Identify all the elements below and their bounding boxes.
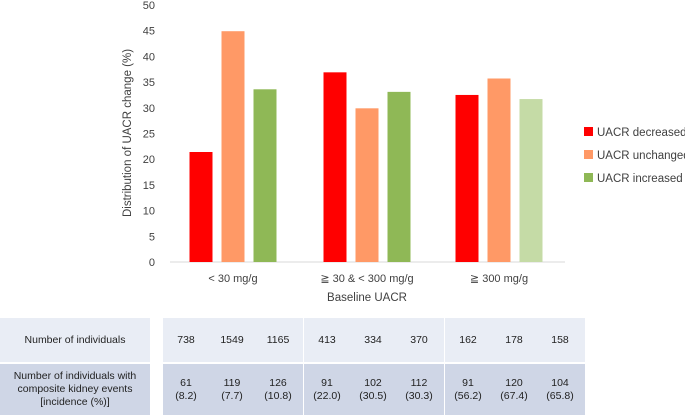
legend-label: UACR decreased	[597, 127, 685, 139]
bar-uacr-decreased	[189, 152, 213, 262]
count-cell: 1165	[266, 333, 290, 346]
bar-uacr-increased	[253, 89, 277, 263]
events-incidence: (7.7)	[221, 389, 243, 402]
events-count: 120	[505, 376, 523, 389]
row-label-events: Number of individuals with composite kid…	[0, 364, 150, 415]
y-tick-label: 35	[143, 77, 155, 89]
events-cell: 91 (22.0)	[304, 364, 350, 415]
events-count: 112	[410, 376, 428, 389]
table-group-block: 413 334 370 91 (22.0) 102 (30.5) 112 (30.3)	[304, 318, 444, 415]
table-group-block: 738 1549 1165 61 (8.2) 119 (7.7) 126 (10.8)	[163, 318, 303, 415]
legend-swatch	[584, 173, 593, 182]
data-table: Number of individuals Number of individu…	[0, 318, 685, 417]
events-cell: 126 (10.8)	[255, 364, 301, 415]
x-tick-label: < 30 mg/g	[208, 273, 257, 285]
count-cell: 738	[177, 333, 195, 346]
events-count: 126	[269, 376, 287, 389]
legend-swatch	[584, 127, 593, 136]
row-label-individuals: Number of individuals	[0, 318, 150, 362]
legend-swatch	[584, 150, 593, 159]
events-cell: 61 (8.2)	[163, 364, 209, 415]
y-tick-label: 45	[143, 26, 155, 38]
events-cell: 102 (30.5)	[350, 364, 396, 415]
events-cell: 91 (56.2)	[445, 364, 491, 415]
count-cell: 158	[551, 333, 569, 346]
y-tick-label: 5	[149, 231, 155, 243]
events-incidence: (10.8)	[264, 389, 292, 402]
y-tick-label: 30	[143, 103, 155, 115]
count-cell: 162	[459, 333, 477, 346]
legend: UACR decreased UACR unchanged UACR increas…	[584, 127, 685, 185]
events-incidence: (67.4)	[500, 389, 528, 402]
bar-uacr-decreased	[455, 94, 479, 262]
count-cell: 413	[318, 333, 336, 346]
bar-uacr-unchanged	[487, 78, 511, 262]
events-count: 102	[364, 376, 382, 389]
bar-uacr-increased	[519, 99, 543, 262]
y-tick-label: 20	[143, 154, 155, 166]
events-cell: 119 (7.7)	[209, 364, 255, 415]
x-tick-label: ≧ 30 & < 300 mg/g	[320, 273, 413, 285]
count-cell: 334	[364, 333, 382, 346]
count-cell: 1549	[220, 333, 244, 346]
events-count: 119	[223, 376, 241, 389]
table-group-block: 162 178 158 91 (56.2) 120 (67.4) 104 (65.8)	[445, 318, 585, 415]
legend-label: UACR unchanged	[597, 150, 685, 162]
events-incidence: (30.5)	[359, 389, 387, 402]
y-tick-label: 40	[143, 51, 155, 63]
y-tick-label: 50	[143, 0, 155, 12]
bar-uacr-decreased	[323, 72, 347, 262]
x-axis-title: Baseline UACR	[327, 292, 407, 304]
x-tick-label: ≧ 300 mg/g	[470, 273, 528, 285]
count-cell: 178	[505, 333, 523, 346]
bar-uacr-unchanged	[355, 108, 379, 263]
events-incidence: (56.2)	[454, 389, 482, 402]
events-cell: 112 (30.3)	[396, 364, 442, 415]
events-count: 61	[180, 376, 192, 389]
events-count: 91	[321, 376, 333, 389]
events-incidence: (8.2)	[175, 389, 197, 402]
events-incidence: (30.3)	[405, 389, 433, 402]
uacr-bar-chart: 0 5 10 15 20 25 30 35 40 45 50 < 30 mg/g ≧ 30 & < 3…	[122, 0, 685, 304]
y-tick-label: 0	[149, 257, 155, 269]
count-cell: 370	[410, 333, 428, 346]
events-incidence: (65.8)	[546, 389, 574, 402]
y-tick-label: 15	[143, 180, 155, 192]
events-count: 91	[462, 376, 474, 389]
events-count: 104	[551, 376, 569, 389]
y-tick-label: 10	[143, 206, 155, 218]
bar-uacr-increased	[387, 91, 411, 262]
events-cell: 120 (67.4)	[491, 364, 537, 415]
y-tick-label: 25	[143, 129, 155, 141]
y-axis-title: Distribution of UACR change (%)	[122, 49, 134, 217]
events-cell: 104 (65.8)	[537, 364, 583, 415]
legend-label: UACR increased	[597, 173, 683, 185]
bar-uacr-unchanged	[221, 31, 245, 262]
events-incidence: (22.0)	[313, 389, 341, 402]
